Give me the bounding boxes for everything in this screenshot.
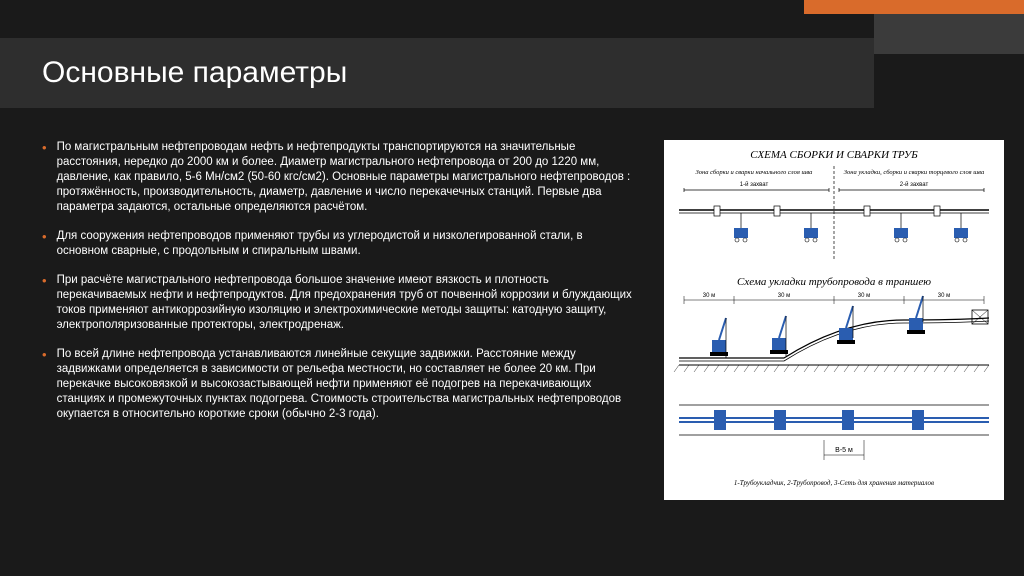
title-bar: Основные параметры [0,38,874,108]
content-area: • По магистральным нефтепроводам нефть и… [42,140,632,556]
diagram-title-2: Схема укладки трубопровода в траншею [737,276,931,288]
slide-title: Основные параметры [42,56,347,90]
svg-text:30 м: 30 м [938,293,950,299]
diagram-svg: СХЕМА СБОРКИ И СВАРКИ ТРУБ Зона сборки и… [664,140,1004,500]
diagram-title-1: СХЕМА СБОРКИ И СВАРКИ ТРУБ [750,149,918,161]
bullet-dot: • [42,273,47,333]
svg-text:В-5 м: В-5 м [835,447,853,454]
bullet-text: Для сооружения нефтепроводов применяют т… [57,229,632,259]
accent-corner-block [874,14,1024,54]
bullet-item: • По всей длине нефтепровода устанавлива… [42,347,632,422]
svg-text:30 м: 30 м [778,293,790,299]
bullet-text: По магистральным нефтепроводам нефть и н… [57,140,632,215]
diagram-zone-left: Зона сборки и сварки начального слоя шва [696,169,813,176]
diagram-label-right: 2-й захват [900,181,929,188]
bullet-dot: • [42,229,47,259]
bullet-text: При расчёте магистрального нефтепровода … [57,273,632,333]
diagram-label-left: 1-й захват [740,181,769,188]
diagram-zone-right: Зона укладки, сборки и сварки торцевого … [844,169,984,176]
bullet-item: • Для сооружения нефтепроводов применяют… [42,229,632,259]
bullet-dot: • [42,347,47,422]
accent-top-bar [804,0,1024,14]
bullet-dot: • [42,140,47,215]
svg-text:30 м: 30 м [703,293,715,299]
bullet-text: По всей длине нефтепровода устанавливают… [57,347,632,422]
svg-text:30 м: 30 м [858,293,870,299]
bullet-item: • При расчёте магистрального нефтепровод… [42,273,632,333]
bullet-item: • По магистральным нефтепроводам нефть и… [42,140,632,215]
technical-diagram: СХЕМА СБОРКИ И СВАРКИ ТРУБ Зона сборки и… [664,140,1004,500]
diagram-caption: 1-Трубоукладчик, 2-Трубопровод, 3-Сеть д… [734,479,934,487]
